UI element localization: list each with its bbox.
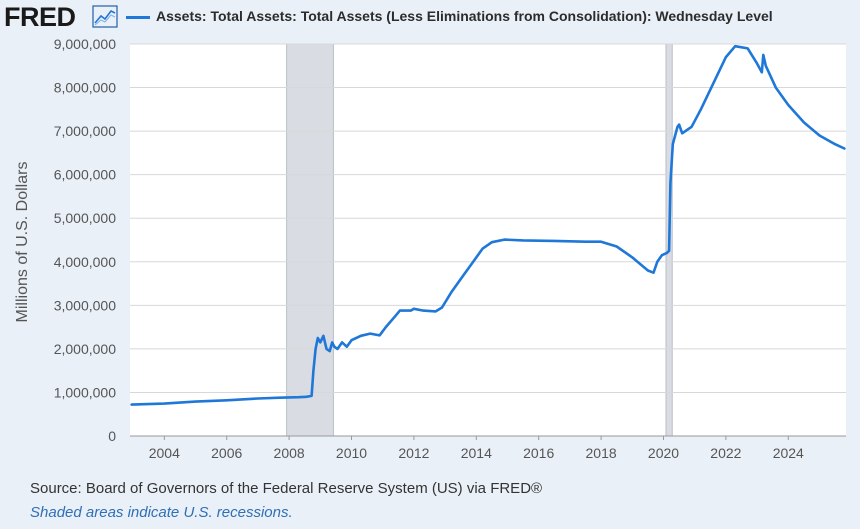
y-tick-label: 3,000,000 [54,297,116,313]
recession-note: Shaded areas indicate U.S. recessions. [30,504,293,521]
x-tick-label: 2008 [274,445,305,461]
fred-logo[interactable]: FRED [4,2,76,32]
y-tick-label: 8,000,000 [54,80,116,96]
series-line-0 [130,44,846,406]
plot-area: 0 1,000,000 2,000,000 3,000,000 4,000,000 5,0… [54,36,846,461]
x-tick-label: 2022 [710,445,741,461]
recession-band-0 [286,43,334,437]
y-tick-label: 7,000,000 [54,123,116,139]
y-tick-label: 6,000,000 [54,167,116,183]
x-tick-label: 2010 [336,445,367,461]
y-tick-label: 4,000,000 [54,254,116,270]
y-tick-label: 5,000,000 [54,210,116,226]
y-tick-label: 1,000,000 [54,384,116,400]
legend-label: Assets: Total Assets: Total Assets (Less… [156,8,773,24]
source-text: Source: Board of Governors of the Federa… [30,480,543,497]
x-tick-label: 2014 [461,445,492,461]
chart: 0 1,000,000 2,000,000 3,000,000 4,000,000 5,0… [14,36,846,461]
chart-header: FRED Assets: Total Assets: Total Assets … [0,0,860,34]
x-tick-label: 2020 [648,445,679,461]
y-axis-title: Millions of U.S. Dollars [14,162,31,323]
x-tick-label: 2016 [523,445,554,461]
plot-background [130,44,846,436]
y-tick-label: 9,000,000 [54,36,116,52]
y-tick-label: 0 [108,428,116,444]
x-tick-label: 2012 [398,445,429,461]
y-tick-label: 2,000,000 [54,341,116,357]
x-tick-label: 2006 [211,445,242,461]
x-tick-label: 2024 [773,445,804,461]
line-chart-icon [92,5,118,28]
legend-swatch [126,16,150,19]
x-tick-label: 2004 [149,445,180,461]
x-tick-label: 2018 [586,445,617,461]
